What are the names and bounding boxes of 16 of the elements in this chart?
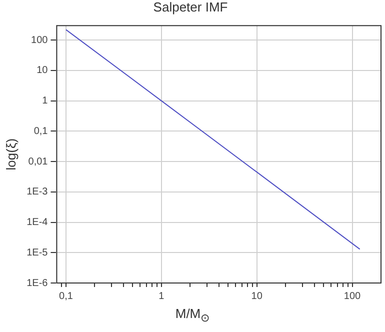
y-tick-label: 0,01: [28, 156, 48, 168]
y-tick-label: 1E-6: [26, 278, 48, 289]
y-tick-label: 1E-5: [26, 247, 48, 258]
y-tick-label: 1E-4: [26, 217, 48, 228]
x-tick-label: 100: [344, 290, 362, 302]
chart-title: Salpeter IMF: [153, 0, 228, 14]
y-tick-label: 0,1: [34, 126, 48, 137]
y-tick-label: 10: [36, 65, 48, 76]
x-tick-label: 1: [158, 290, 165, 302]
y-tick-label: 1E-3: [26, 186, 48, 198]
x-axis-title: M/M$_{⊙}$: [174, 306, 211, 325]
y-tick-label: 1: [42, 96, 48, 107]
y-tick-label: 100: [31, 34, 48, 46]
x-tick-label: 10: [251, 290, 263, 302]
y-axis-title: log(ξ): [3, 138, 18, 170]
x-tick-label: 0,1: [59, 290, 74, 302]
